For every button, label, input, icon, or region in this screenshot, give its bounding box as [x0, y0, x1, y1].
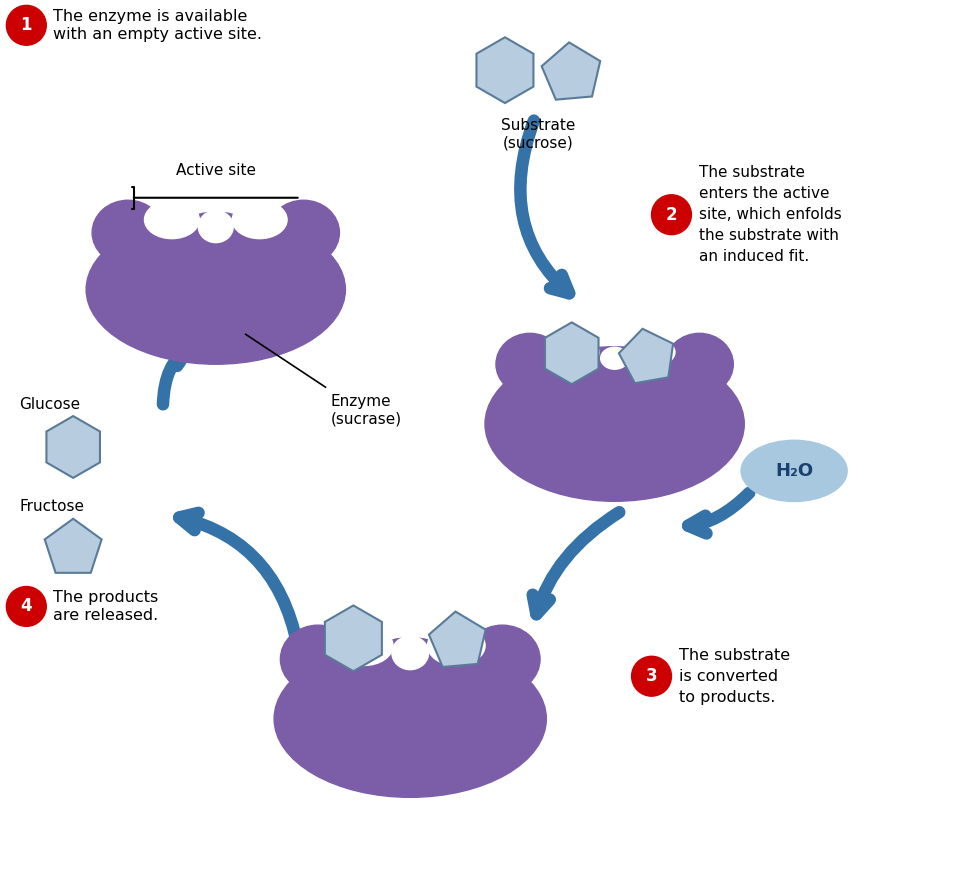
- Ellipse shape: [496, 334, 564, 395]
- Ellipse shape: [630, 338, 675, 366]
- Ellipse shape: [600, 348, 629, 369]
- Text: H₂O: H₂O: [775, 462, 813, 480]
- Text: The substrate
is converted
to products.: The substrate is converted to products.: [679, 647, 791, 705]
- Text: The enzyme is available
with an empty active site.: The enzyme is available with an empty ac…: [54, 9, 263, 42]
- Ellipse shape: [92, 200, 164, 265]
- Polygon shape: [545, 322, 598, 384]
- Text: The products
are released.: The products are released.: [54, 590, 158, 623]
- Ellipse shape: [171, 212, 261, 267]
- Polygon shape: [476, 37, 534, 103]
- Ellipse shape: [465, 625, 540, 693]
- Ellipse shape: [267, 200, 340, 265]
- Text: 4: 4: [20, 598, 32, 615]
- Text: Substrate
(sucrose): Substrate (sucrose): [501, 118, 575, 150]
- Ellipse shape: [485, 347, 745, 501]
- Text: 3: 3: [646, 667, 658, 686]
- Polygon shape: [45, 519, 102, 573]
- Polygon shape: [325, 606, 382, 671]
- Ellipse shape: [392, 636, 428, 670]
- Ellipse shape: [554, 338, 599, 366]
- Ellipse shape: [427, 626, 485, 666]
- Polygon shape: [428, 612, 486, 667]
- Circle shape: [652, 195, 691, 235]
- Ellipse shape: [144, 201, 199, 239]
- Ellipse shape: [280, 625, 356, 693]
- Ellipse shape: [666, 334, 733, 395]
- Text: 1: 1: [20, 17, 32, 34]
- Polygon shape: [47, 416, 100, 478]
- Text: 2: 2: [666, 206, 677, 223]
- Ellipse shape: [336, 626, 393, 666]
- Text: Glucose: Glucose: [20, 396, 80, 412]
- Ellipse shape: [198, 210, 233, 242]
- Ellipse shape: [363, 638, 458, 695]
- Circle shape: [7, 587, 46, 627]
- Ellipse shape: [565, 351, 665, 401]
- Ellipse shape: [274, 640, 547, 798]
- Text: Active site: Active site: [176, 163, 256, 178]
- Ellipse shape: [232, 201, 287, 239]
- Polygon shape: [542, 43, 600, 100]
- Circle shape: [631, 656, 671, 696]
- Ellipse shape: [742, 441, 846, 501]
- Text: Fructose: Fructose: [20, 500, 84, 514]
- Polygon shape: [619, 328, 673, 383]
- Ellipse shape: [86, 215, 346, 364]
- Text: The substrate
enters the active
site, which enfolds
the substrate with
an induce: The substrate enters the active site, wh…: [700, 165, 842, 264]
- Text: Enzyme
(sucrase): Enzyme (sucrase): [331, 395, 401, 427]
- Circle shape: [7, 5, 46, 45]
